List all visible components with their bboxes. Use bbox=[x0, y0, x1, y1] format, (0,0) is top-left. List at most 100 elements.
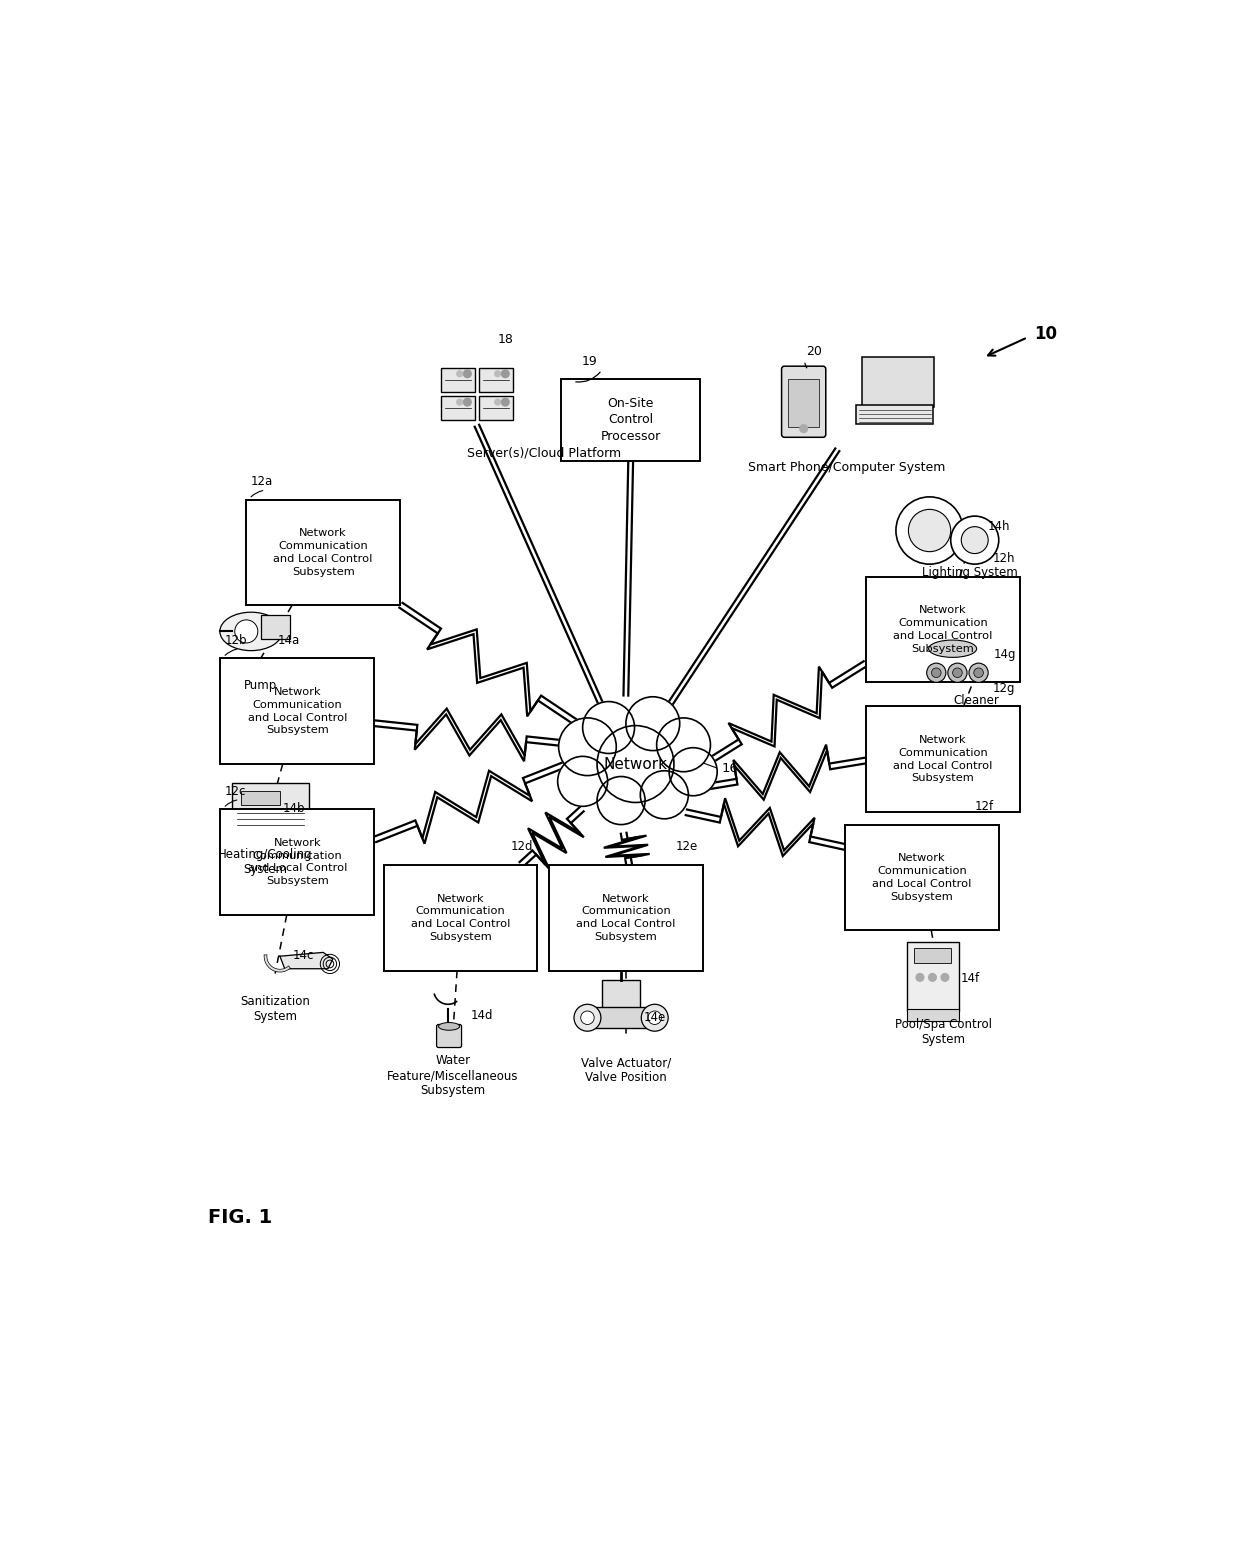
Text: 14c: 14c bbox=[293, 949, 314, 962]
FancyBboxPatch shape bbox=[436, 1025, 461, 1047]
Circle shape bbox=[456, 399, 463, 405]
FancyBboxPatch shape bbox=[781, 366, 826, 437]
Text: 10: 10 bbox=[1034, 324, 1058, 343]
Circle shape bbox=[947, 664, 967, 682]
FancyBboxPatch shape bbox=[866, 706, 1019, 813]
FancyBboxPatch shape bbox=[593, 1007, 650, 1028]
Text: Smart Phone/Computer System: Smart Phone/Computer System bbox=[748, 461, 946, 475]
FancyBboxPatch shape bbox=[383, 865, 537, 971]
Text: 16: 16 bbox=[722, 763, 739, 776]
Circle shape bbox=[951, 516, 998, 565]
Text: Network
Communication
and Local Control
Subsystem: Network Communication and Local Control … bbox=[577, 893, 676, 941]
FancyBboxPatch shape bbox=[549, 865, 703, 971]
FancyBboxPatch shape bbox=[479, 396, 513, 420]
Circle shape bbox=[580, 1011, 594, 1025]
FancyBboxPatch shape bbox=[789, 378, 820, 427]
Text: Sanitization
System: Sanitization System bbox=[241, 994, 310, 1022]
FancyBboxPatch shape bbox=[906, 941, 960, 1011]
Text: Cleaner: Cleaner bbox=[954, 693, 999, 707]
Text: Water
Feature/Miscellaneous
Subsystem: Water Feature/Miscellaneous Subsystem bbox=[387, 1055, 518, 1097]
Circle shape bbox=[800, 425, 807, 433]
Polygon shape bbox=[280, 952, 332, 969]
Text: Network
Communication
and Local Control
Subsystem: Network Communication and Local Control … bbox=[248, 838, 347, 886]
Text: 18: 18 bbox=[497, 333, 513, 346]
Circle shape bbox=[916, 974, 924, 982]
Circle shape bbox=[961, 527, 988, 554]
Circle shape bbox=[952, 668, 962, 678]
Circle shape bbox=[626, 696, 680, 751]
Text: 12a: 12a bbox=[250, 475, 273, 489]
Text: Network
Communication
and Local Control
Subsystem: Network Communication and Local Control … bbox=[893, 605, 993, 653]
Circle shape bbox=[670, 748, 717, 796]
Text: 14h: 14h bbox=[987, 521, 1009, 534]
Text: Network
Communication
and Local Control
Subsystem: Network Communication and Local Control … bbox=[410, 893, 511, 941]
Text: 12d: 12d bbox=[510, 841, 533, 853]
Text: Server(s)/Cloud Platform: Server(s)/Cloud Platform bbox=[467, 447, 621, 461]
FancyBboxPatch shape bbox=[866, 577, 1019, 682]
Text: 20: 20 bbox=[806, 346, 822, 358]
FancyBboxPatch shape bbox=[441, 396, 475, 420]
Text: Pool/Spa Control
System: Pool/Spa Control System bbox=[894, 1017, 992, 1045]
Text: Network
Communication
and Local Control
Subsystem: Network Communication and Local Control … bbox=[893, 735, 993, 783]
FancyBboxPatch shape bbox=[914, 948, 951, 963]
Text: Lighting System: Lighting System bbox=[923, 566, 1018, 579]
Circle shape bbox=[495, 399, 501, 405]
Ellipse shape bbox=[929, 641, 977, 658]
FancyBboxPatch shape bbox=[862, 357, 934, 406]
Ellipse shape bbox=[439, 1022, 460, 1030]
Circle shape bbox=[558, 757, 608, 807]
FancyBboxPatch shape bbox=[906, 1010, 960, 1021]
FancyBboxPatch shape bbox=[441, 368, 475, 392]
Circle shape bbox=[640, 771, 688, 819]
Text: Heating/Cooling
System: Heating/Cooling System bbox=[218, 848, 312, 876]
Circle shape bbox=[558, 718, 616, 776]
Ellipse shape bbox=[219, 613, 283, 650]
Text: 12c: 12c bbox=[226, 785, 247, 797]
Text: On-Site
Control
Processor: On-Site Control Processor bbox=[600, 397, 661, 444]
Text: 14b: 14b bbox=[283, 802, 305, 814]
Text: 12b: 12b bbox=[226, 634, 248, 647]
FancyBboxPatch shape bbox=[242, 791, 280, 805]
Circle shape bbox=[929, 974, 936, 982]
Circle shape bbox=[464, 369, 471, 377]
Circle shape bbox=[598, 777, 645, 825]
Circle shape bbox=[931, 668, 941, 678]
Circle shape bbox=[973, 668, 983, 678]
Circle shape bbox=[501, 399, 510, 406]
Text: FIG. 1: FIG. 1 bbox=[208, 1208, 272, 1227]
Text: 12h: 12h bbox=[992, 552, 1016, 565]
Circle shape bbox=[926, 664, 946, 682]
Text: 12f: 12f bbox=[975, 800, 994, 813]
FancyBboxPatch shape bbox=[260, 616, 290, 639]
FancyBboxPatch shape bbox=[601, 980, 640, 1010]
Circle shape bbox=[897, 496, 963, 565]
Text: Valve Actuator/
Valve Position: Valve Actuator/ Valve Position bbox=[580, 1056, 671, 1084]
Text: Pump: Pump bbox=[244, 679, 278, 692]
Circle shape bbox=[234, 620, 258, 644]
Text: Network
Communication
and Local Control
Subsystem: Network Communication and Local Control … bbox=[248, 687, 347, 735]
FancyBboxPatch shape bbox=[221, 658, 374, 765]
Text: 14d: 14d bbox=[470, 1008, 492, 1022]
Circle shape bbox=[941, 974, 949, 982]
FancyBboxPatch shape bbox=[856, 405, 932, 423]
FancyBboxPatch shape bbox=[232, 783, 309, 831]
Text: 14g: 14g bbox=[994, 648, 1017, 661]
FancyBboxPatch shape bbox=[844, 825, 998, 931]
FancyBboxPatch shape bbox=[247, 499, 401, 605]
Circle shape bbox=[495, 371, 501, 377]
Text: 12e: 12e bbox=[676, 841, 698, 853]
Text: 14a: 14a bbox=[278, 634, 300, 647]
FancyBboxPatch shape bbox=[479, 368, 513, 392]
Text: 14f: 14f bbox=[960, 972, 980, 985]
Text: Network
Communication
and Local Control
Subsystem: Network Communication and Local Control … bbox=[274, 529, 373, 577]
FancyBboxPatch shape bbox=[560, 378, 701, 461]
Text: 19: 19 bbox=[582, 355, 596, 368]
Circle shape bbox=[968, 664, 988, 682]
Circle shape bbox=[583, 701, 635, 754]
Text: 14e: 14e bbox=[644, 1011, 666, 1024]
Circle shape bbox=[596, 726, 675, 802]
Text: Network
Communication
and Local Control
Subsystem: Network Communication and Local Control … bbox=[872, 853, 972, 901]
Circle shape bbox=[649, 1011, 661, 1025]
FancyBboxPatch shape bbox=[221, 810, 374, 915]
Ellipse shape bbox=[926, 644, 988, 673]
